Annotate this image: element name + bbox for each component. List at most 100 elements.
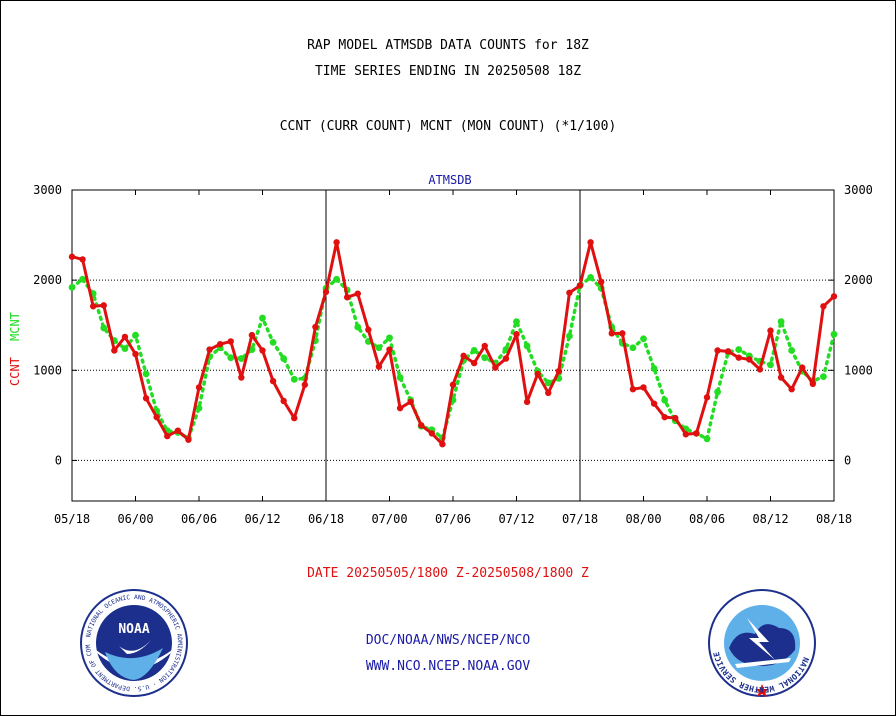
data-point-mcnt [290, 375, 298, 383]
x-tick-label: 07/12 [498, 512, 534, 526]
noaa-logo: NOAA NATIONAL OCEANIC AND ATMOSPHERIC AD… [79, 588, 188, 697]
data-point-mcnt [354, 323, 362, 331]
data-point-ccnt [788, 386, 795, 393]
data-point-ccnt [195, 384, 203, 391]
data-point-ccnt [164, 432, 171, 440]
date-range: DATE 20250505/1800 Z-20250508/1800 Z [307, 566, 589, 581]
data-point-mcnt [375, 344, 383, 352]
data-point-ccnt [301, 381, 309, 388]
y-tick-label-left: 2000 [33, 273, 62, 287]
axis-ticks: 05/18 06/00 06/06 06/12 06/18 07/00 07/06 07/12… [33, 183, 873, 526]
data-point-ccnt [619, 330, 626, 337]
data-point-mcnt [703, 435, 711, 443]
data-point-ccnt [100, 302, 107, 309]
footer-link-www[interactable]: WWW.NCO.NCEP.NOAA.GOV [365, 659, 531, 674]
data-point-ccnt [629, 386, 637, 393]
y-axis-label-mcnt: MCNT [8, 312, 22, 341]
data-point-mcnt [767, 361, 774, 369]
data-point-mcnt [523, 342, 531, 350]
data-point-mcnt [100, 324, 108, 332]
data-point-ccnt [830, 293, 838, 300]
data-point-mcnt [470, 347, 478, 354]
data-point-mcnt [629, 344, 637, 352]
data-point-mcnt [650, 365, 658, 372]
data-point-ccnt [682, 431, 690, 438]
data-point-ccnt [174, 427, 182, 434]
data-point-ccnt [809, 380, 817, 388]
footer-link-doc[interactable]: DOC/NOAA/NWS/NCEP/NCO [365, 633, 531, 648]
data-point-mcnt [121, 345, 129, 353]
data-point-mcnt [333, 275, 340, 283]
data-point-ccnt [481, 342, 488, 350]
data-point-ccnt [756, 366, 764, 373]
data-point-mcnt [259, 314, 266, 322]
y-tick-label-left: 0 [55, 453, 62, 467]
data-point-ccnt [587, 239, 594, 246]
data-point-ccnt [449, 381, 457, 388]
data-point-mcnt [820, 373, 827, 380]
data-point-mcnt [195, 404, 203, 412]
y-tick-label-right: 2000 [844, 273, 873, 287]
grid-lines [72, 190, 834, 501]
noaa-logo-text: NOAA [118, 622, 149, 637]
y-tick-label-right: 0 [844, 453, 851, 467]
data-point-ccnt [280, 397, 287, 405]
data-point-ccnt [343, 294, 351, 301]
data-point-mcnt [566, 332, 573, 340]
x-tick-label: 08/00 [625, 512, 661, 526]
data-point-ccnt [111, 347, 118, 354]
x-tick-label: 08/18 [816, 512, 852, 526]
x-tick-label: 07/00 [371, 512, 407, 526]
data-point-mcnt [830, 330, 838, 338]
data-point-ccnt [799, 364, 806, 371]
data-point-ccnt [640, 384, 647, 391]
data-point-ccnt [608, 330, 615, 337]
data-point-ccnt [534, 370, 541, 378]
data-point-ccnt [428, 430, 436, 437]
y-tick-label-right: 3000 [844, 183, 873, 197]
data-point-ccnt [185, 436, 192, 443]
x-tick-label: 06/12 [244, 512, 280, 526]
series-line-ccnt [71, 240, 836, 446]
x-tick-label: 06/06 [181, 512, 217, 526]
data-point-ccnt [142, 395, 150, 402]
data-point-ccnt [597, 278, 605, 286]
y-axis-label-ccnt: CCNT [8, 357, 22, 386]
data-point-ccnt [322, 288, 330, 296]
data-point-mcnt [269, 338, 277, 346]
data-point-ccnt [714, 347, 721, 354]
x-tick-label: 08/12 [752, 512, 788, 526]
data-point-mcnt [544, 379, 552, 387]
data-point-ccnt [333, 239, 340, 246]
data-point-ccnt [238, 374, 245, 381]
chart-title: ATMSDB [428, 173, 471, 187]
data-point-mcnt [640, 335, 647, 343]
data-point-mcnt [661, 396, 669, 404]
data-point-ccnt [724, 348, 732, 355]
data-point-mcnt [714, 388, 721, 396]
x-tick-label: 08/06 [689, 512, 725, 526]
series-line-mcnt [70, 275, 836, 441]
data-point-ccnt [767, 327, 774, 334]
data-point-ccnt [259, 347, 266, 354]
y-tick-label-left: 1000 [33, 363, 62, 377]
data-point-mcnt [587, 274, 594, 281]
data-point-mcnt [396, 374, 404, 381]
data-point-ccnt [365, 326, 372, 333]
data-point-ccnt [555, 367, 563, 375]
chart-subtitle: CCNT (CURR COUNT) MCNT (MON COUNT) (*1/1… [279, 119, 617, 134]
data-point-ccnt [153, 413, 160, 421]
data-point-ccnt [460, 352, 467, 360]
data-point-mcnt [237, 355, 245, 362]
data-point-ccnt [693, 430, 700, 437]
data-point-mcnt [481, 354, 489, 362]
x-tick-label: 07/06 [435, 512, 471, 526]
data-point-ccnt [227, 338, 234, 345]
x-tick-label: 06/00 [117, 512, 153, 526]
data-point-mcnt [735, 346, 743, 353]
data-point-ccnt [470, 359, 478, 367]
data-point-ccnt [291, 414, 298, 422]
data-point-mcnt [142, 370, 150, 378]
data-point-ccnt [418, 422, 425, 429]
data-point-ccnt [735, 354, 742, 361]
